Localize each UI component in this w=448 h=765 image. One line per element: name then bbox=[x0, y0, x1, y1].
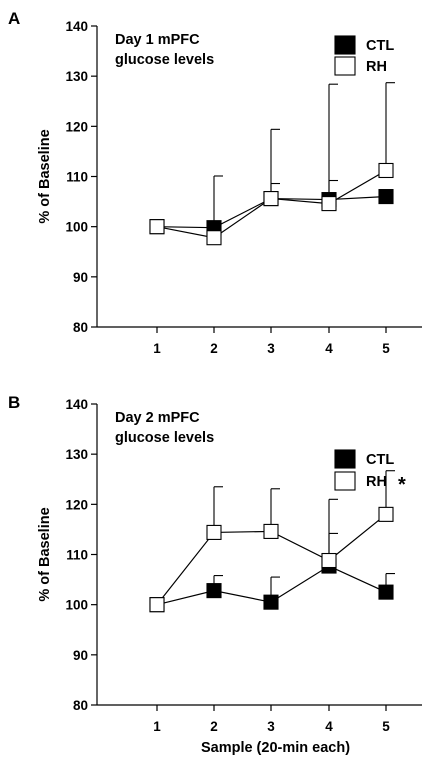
x-tick-label: 2 bbox=[210, 719, 218, 734]
y-tick-label: 100 bbox=[65, 598, 88, 613]
y-tick-label: 110 bbox=[66, 170, 88, 185]
data-point-ctl bbox=[263, 594, 279, 610]
x-tick-label: 5 bbox=[382, 341, 390, 356]
data-point-rh bbox=[263, 523, 279, 539]
data-point-ctl bbox=[206, 583, 222, 599]
y-tick-label: 90 bbox=[73, 270, 88, 285]
legend-label-rh: RH bbox=[366, 474, 387, 490]
chart-title-line: Day 2 mPFC bbox=[115, 410, 200, 426]
panel-letter: B bbox=[8, 393, 20, 412]
y-tick-label: 140 bbox=[65, 19, 88, 34]
data-point-rh bbox=[206, 230, 222, 246]
legend-label-ctl: CTL bbox=[366, 452, 394, 468]
data-point-ctl bbox=[378, 189, 394, 205]
legend-label-rh: RH bbox=[366, 59, 387, 75]
y-tick-label: 130 bbox=[65, 69, 88, 84]
chart-panel-b: B 80 90 100 110 120 130 140 1 2 3 4 5 % of Baseline Sa… bbox=[8, 393, 422, 756]
x-tick-label: 5 bbox=[382, 719, 390, 734]
y-tick-label: 80 bbox=[73, 698, 88, 713]
data-point-rh bbox=[149, 597, 165, 613]
x-tick-label: 2 bbox=[210, 341, 218, 356]
chart-title-line: Day 1 mPFC bbox=[115, 32, 200, 48]
chart-title-line: glucose levels bbox=[115, 430, 214, 446]
x-tick-label: 4 bbox=[325, 719, 333, 734]
y-tick-label: 140 bbox=[65, 397, 88, 412]
x-axis-title: Sample (20-min each) bbox=[201, 740, 350, 756]
y-tick-label: 130 bbox=[65, 447, 88, 462]
y-tick-label: 110 bbox=[66, 548, 88, 563]
x-tick-label: 3 bbox=[267, 719, 275, 734]
data-point-rh bbox=[321, 196, 337, 212]
data-point-rh bbox=[263, 191, 279, 207]
panel-letter: A bbox=[8, 9, 20, 28]
x-tick-label: 4 bbox=[325, 341, 333, 356]
significance-marker: * bbox=[398, 474, 406, 496]
y-tick-label: 90 bbox=[73, 648, 88, 663]
legend-label-ctl: CTL bbox=[366, 38, 394, 54]
chart-panel-a: A 80 90 100 110 120 130 140 1 2 3 4 5 % of Baseline Da… bbox=[8, 9, 422, 356]
data-point-rh bbox=[321, 552, 337, 569]
data-point-ctl bbox=[378, 584, 394, 600]
y-tick-label: 120 bbox=[65, 119, 88, 134]
data-point-rh bbox=[206, 524, 222, 540]
x-tick-label: 1 bbox=[153, 341, 161, 356]
x-tick-label: 1 bbox=[153, 719, 161, 734]
y-tick-label: 80 bbox=[73, 320, 88, 335]
data-point-rh bbox=[149, 219, 165, 235]
y-axis-title: % of Baseline bbox=[37, 129, 53, 223]
data-point-rh bbox=[378, 506, 394, 522]
y-tick-label: 100 bbox=[65, 220, 88, 235]
x-tick-label: 3 bbox=[267, 341, 275, 356]
chart-title-line: glucose levels bbox=[115, 52, 214, 68]
y-axis-title: % of Baseline bbox=[37, 507, 53, 601]
legend-marker-rh bbox=[334, 471, 356, 491]
y-tick-label: 120 bbox=[65, 497, 88, 512]
legend-marker-rh bbox=[334, 56, 356, 76]
data-point-rh bbox=[378, 162, 394, 179]
legend-marker-ctl bbox=[334, 449, 356, 469]
legend-marker-ctl bbox=[334, 35, 356, 55]
